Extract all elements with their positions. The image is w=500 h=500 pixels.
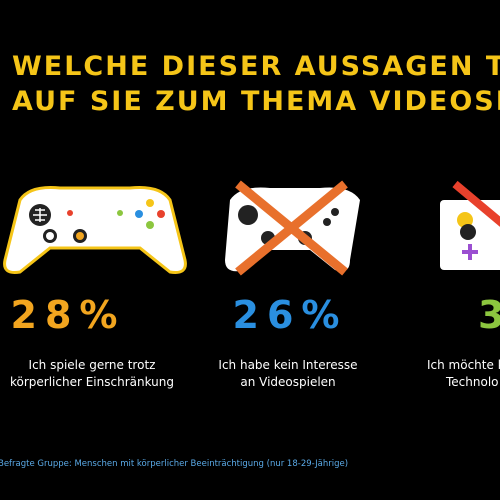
percent: 3 — [478, 293, 500, 337]
description: körperlicher Einschränkung — [10, 375, 174, 389]
description: Ich spiele gerne trotz — [29, 358, 156, 372]
controller-icon — [3, 186, 187, 274]
description: an Videospielen — [240, 375, 335, 389]
controller-crossed-icon — [225, 180, 360, 276]
percent: 28% — [11, 293, 126, 337]
description: Ich habe kein Interesse — [218, 358, 357, 372]
description: Ich möchte k — [427, 358, 500, 372]
footnote: Befragte Gruppe: Menschen mit körperlich… — [0, 459, 348, 469]
description: Technolo — [445, 375, 499, 389]
percent: 26% — [233, 293, 348, 337]
title-line: WELCHE DIESER AUSSAGEN T — [12, 51, 500, 82]
title-line: AUF SIE ZUM THEMA VIDEOSP — [12, 86, 500, 117]
device-crossed-icon — [440, 180, 500, 270]
